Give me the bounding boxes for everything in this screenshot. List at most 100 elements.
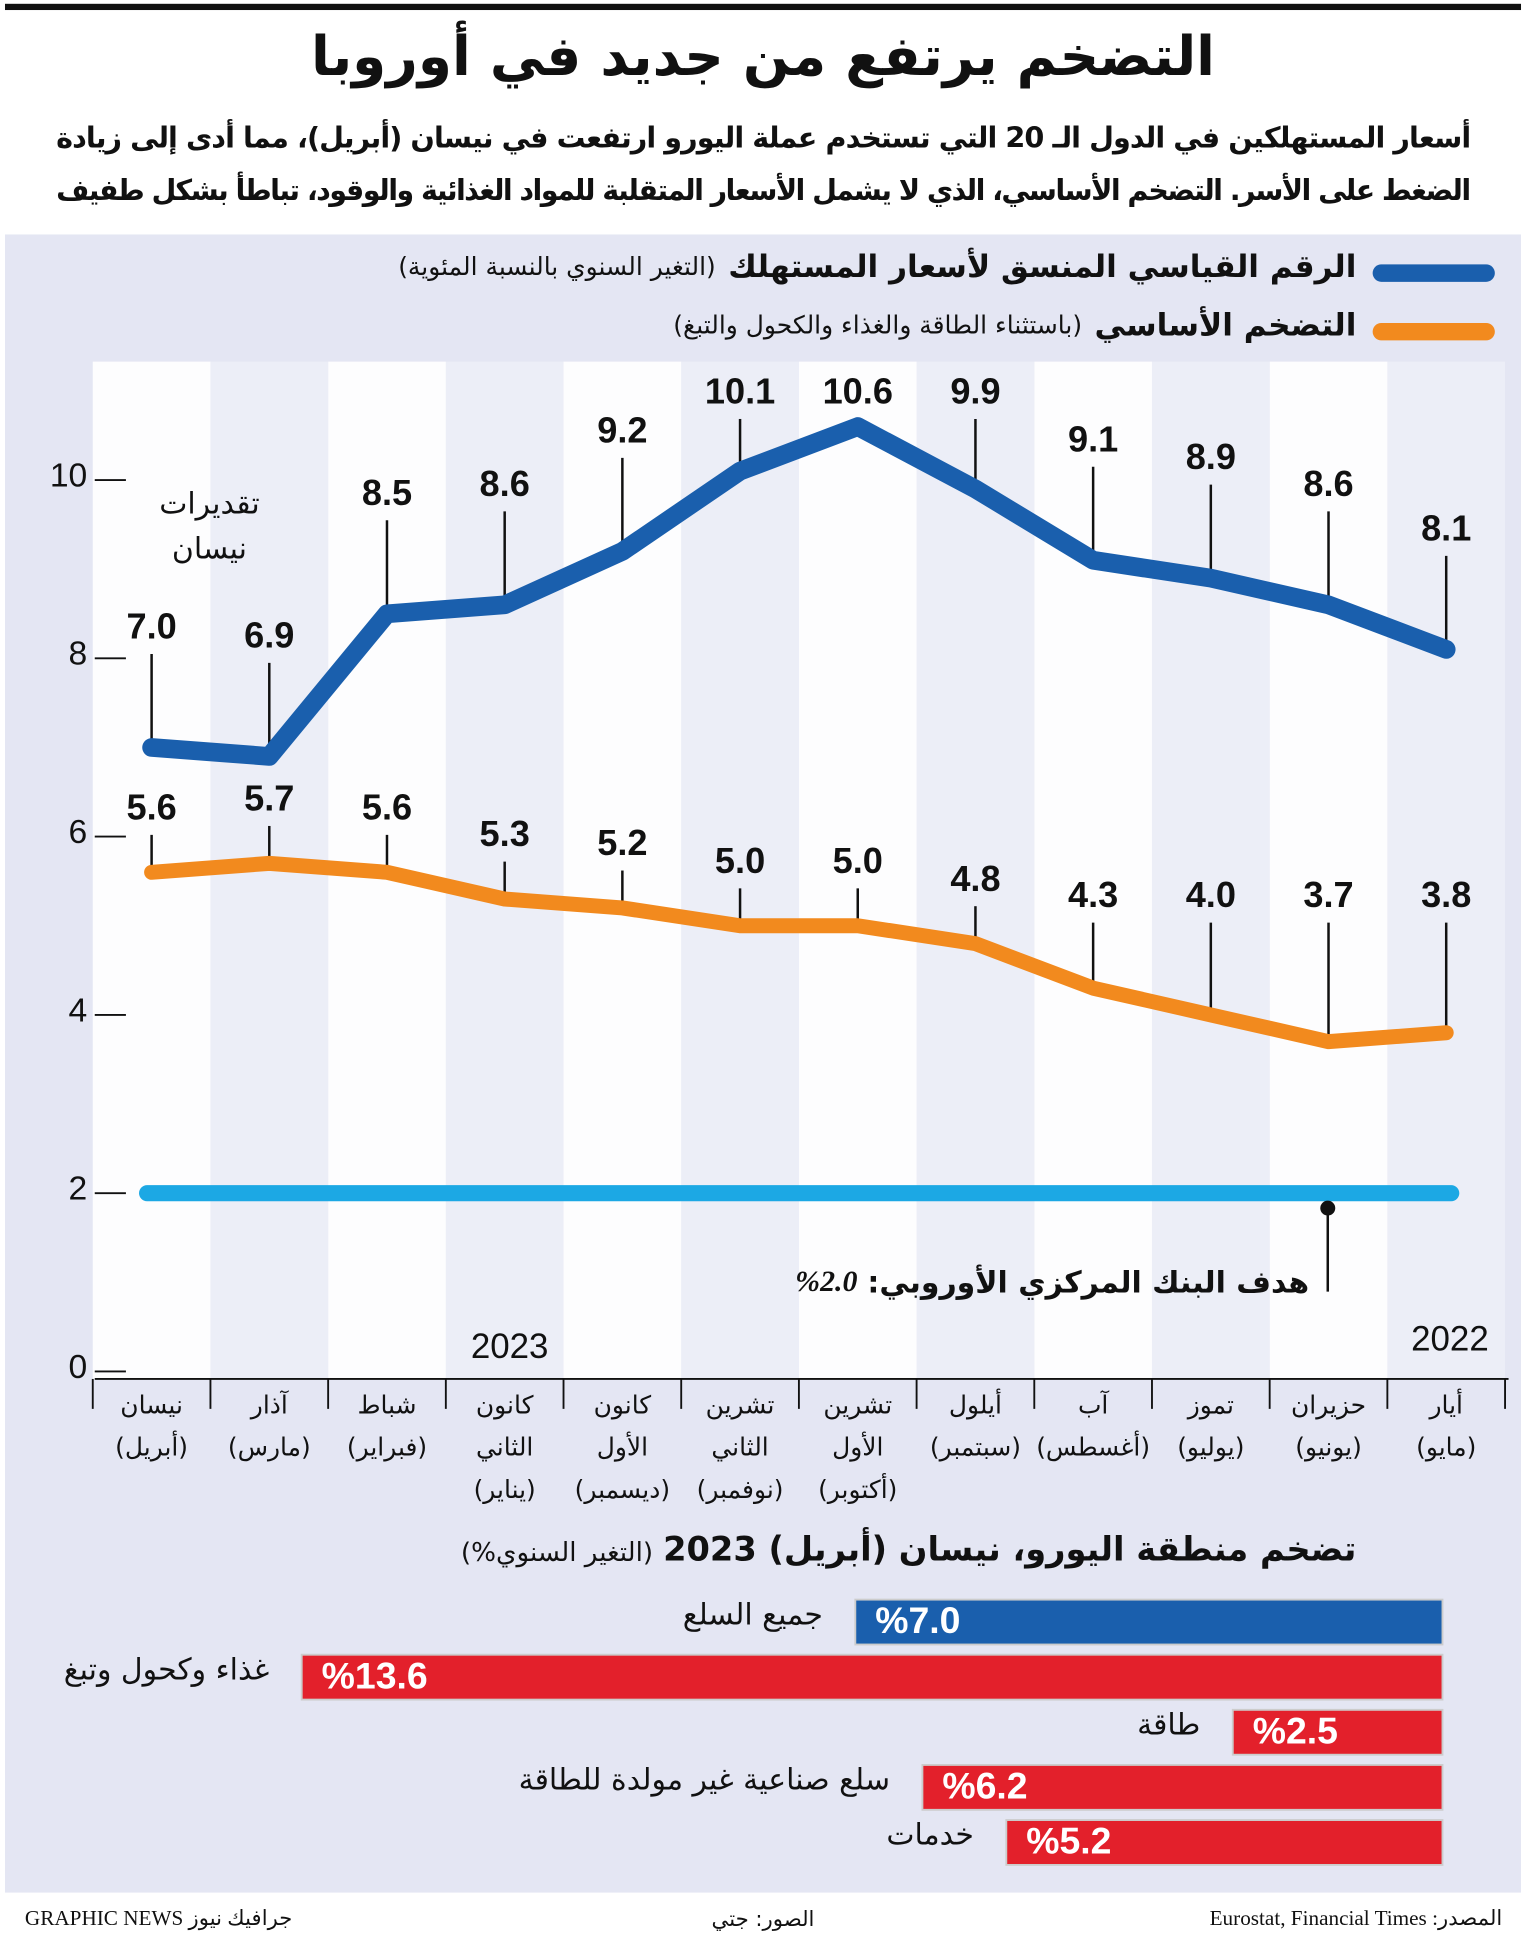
data-label: 3.8 xyxy=(1421,874,1471,915)
legend-label: الرقم القياسي المنسق لأسعار المستهلك xyxy=(728,247,1356,285)
credit: GRAPHIC NEWS جرافيك نيوز xyxy=(25,1906,292,1931)
data-label: 9.2 xyxy=(597,409,647,450)
x-tick-label-line: (مارس) xyxy=(228,1433,311,1462)
x-tick-label: نيسان (أبريل) xyxy=(115,1390,188,1461)
bar-value-label: %6.2 xyxy=(942,1764,1027,1806)
y-tick-label: 10 xyxy=(50,457,87,494)
title: التضخم يرتفع من جديد في أوروبا xyxy=(311,20,1215,89)
data-label: 3.7 xyxy=(1303,874,1353,915)
bar-chart-title: تضخم منطقة اليورو، نيسان (أبريل) 2023 xyxy=(663,1526,1356,1569)
x-tick-label-line: (أغسطس) xyxy=(1036,1430,1150,1462)
data-label: 4.0 xyxy=(1186,874,1236,915)
x-tick-label-line: أيار xyxy=(1427,1387,1463,1419)
data-label: 8.9 xyxy=(1186,436,1236,477)
x-tick-label-line: نيسان xyxy=(120,1390,183,1419)
year-label: 2022 xyxy=(1411,1320,1489,1359)
annotation: تقديرات xyxy=(159,486,259,521)
x-tick-label: آذار (مارس) xyxy=(228,1389,311,1461)
x-tick-label: آب (أغسطس) xyxy=(1036,1389,1150,1461)
bar-value-label: %7.0 xyxy=(875,1599,960,1641)
data-label: 10.1 xyxy=(705,371,775,412)
x-tick-label: كانون الثاني (يناير) xyxy=(474,1390,536,1504)
x-tick-label: شباط (فبراير) xyxy=(347,1390,427,1461)
data-label: 5.2 xyxy=(597,822,647,863)
x-tick-label-line: (يناير) xyxy=(474,1475,536,1504)
y-tick-label: 8 xyxy=(69,636,88,673)
x-tick-label-line: كانون xyxy=(594,1390,652,1419)
subtitle: أسعار المستهلكين في الدول الـ 20 التي تس… xyxy=(56,119,1471,156)
x-tick-label-line: الأول xyxy=(597,1431,648,1462)
x-tick-label-line: كانون xyxy=(476,1390,534,1419)
x-tick-label-line: (ديسمبر) xyxy=(575,1475,670,1504)
x-tick-label: أيلول (سبتمبر) xyxy=(930,1387,1021,1461)
legend-note: (التغير السنوي بالنسبة المئوية) xyxy=(398,252,716,281)
x-tick-label-line: (أكتوبر) xyxy=(818,1472,897,1504)
x-tick-label-line: شباط xyxy=(357,1390,416,1419)
year-label: 2023 xyxy=(471,1327,549,1366)
annotation: نيسان xyxy=(172,531,247,566)
data-label: 5.3 xyxy=(480,813,530,854)
bar-category-label: طاقة xyxy=(1137,1708,1200,1743)
bar xyxy=(1005,1819,1444,1866)
y-tick-label: 4 xyxy=(69,992,88,1029)
x-tick-label-line: آذار xyxy=(249,1389,289,1419)
data-label: 5.6 xyxy=(126,786,176,827)
stripes xyxy=(92,361,1506,1379)
x-tick-label-line: (يونيو) xyxy=(1295,1433,1362,1462)
bar-category-label: جميع السلع xyxy=(683,1597,823,1632)
x-tick-label: تموز (يوليو) xyxy=(1177,1390,1244,1461)
stripe xyxy=(798,361,917,1379)
x-tick-label-line: الثاني xyxy=(711,1433,768,1462)
x-tick-label: تشرين الثاني (نوفمبر) xyxy=(697,1390,784,1504)
bar-category-label: غذاء وكحول وتبغ xyxy=(64,1652,270,1687)
bar-value-label: %2.5 xyxy=(1253,1709,1338,1751)
bar-value-label: %5.2 xyxy=(1026,1820,1111,1862)
x-tick-label-line: آب xyxy=(1078,1389,1109,1419)
data-label: 4.8 xyxy=(950,858,1000,899)
subtitle: الضغط على الأسر. التضخم الأساسي، الذي لا… xyxy=(56,171,1471,207)
data-label: 8.6 xyxy=(1303,463,1353,504)
stripe xyxy=(916,361,1035,1379)
data-label: 7.0 xyxy=(126,606,176,647)
y-tick-label: 0 xyxy=(69,1349,88,1386)
bar-value-label: %13.6 xyxy=(322,1654,428,1696)
data-label: 4.3 xyxy=(1068,874,1118,915)
data-label: 8.1 xyxy=(1421,508,1471,549)
data-label: 5.7 xyxy=(244,778,294,819)
data-label: 5.6 xyxy=(362,786,412,827)
x-tick-label: حزيران (يونيو) xyxy=(1291,1390,1366,1461)
target-label: هدف البنك المركزي الأوروبي: xyxy=(867,1264,1309,1301)
x-tick-label: تشرين الأول (أكتوبر) xyxy=(818,1390,897,1504)
stripe xyxy=(681,361,799,1379)
y-tick-label: 6 xyxy=(69,814,88,851)
x-tick-label-line: (فبراير) xyxy=(347,1433,427,1462)
y-tick-label: 2 xyxy=(69,1171,88,1208)
bar xyxy=(1231,1708,1444,1756)
x-tick-label: أيار (مايو) xyxy=(1416,1387,1476,1461)
data-label: 9.9 xyxy=(950,371,1000,412)
legend-note: (باستثناء الطاقة والغذاء والكحول والتبغ) xyxy=(673,311,1082,340)
bar xyxy=(921,1764,1444,1811)
data-label: 10.6 xyxy=(823,371,893,412)
line xyxy=(144,855,1454,1050)
data-label: 5.0 xyxy=(833,840,883,881)
target-value-label: %2.0 xyxy=(795,1265,857,1298)
x-tick-label-line: تموز xyxy=(1186,1390,1234,1419)
x-tick-label-line: (نوفمبر) xyxy=(697,1475,784,1504)
data-label: 8.6 xyxy=(480,463,530,504)
x-tick-label-line: أيلول xyxy=(949,1387,1002,1419)
stripe xyxy=(1387,361,1506,1379)
data-label: 6.9 xyxy=(244,614,294,655)
bar-chart-subtitle: (التغير السنوي%) xyxy=(461,1538,653,1568)
bar-category-label: سلع صناعية غير مولدة للطاقة xyxy=(519,1763,890,1798)
x-tick-label-line: (مايو) xyxy=(1416,1433,1476,1462)
x-tick-label-line: (يوليو) xyxy=(1177,1433,1244,1462)
bar-category-label: خدمات xyxy=(886,1818,973,1853)
line xyxy=(142,417,1456,766)
x-tick-label-line: الأول xyxy=(832,1431,883,1462)
data-label: 5.0 xyxy=(715,840,765,881)
source: المصدر: Eurostat, Financial Times xyxy=(1210,1906,1503,1931)
bar xyxy=(300,1653,1444,1701)
legend-label: التضخم الأساسي xyxy=(1095,306,1357,344)
